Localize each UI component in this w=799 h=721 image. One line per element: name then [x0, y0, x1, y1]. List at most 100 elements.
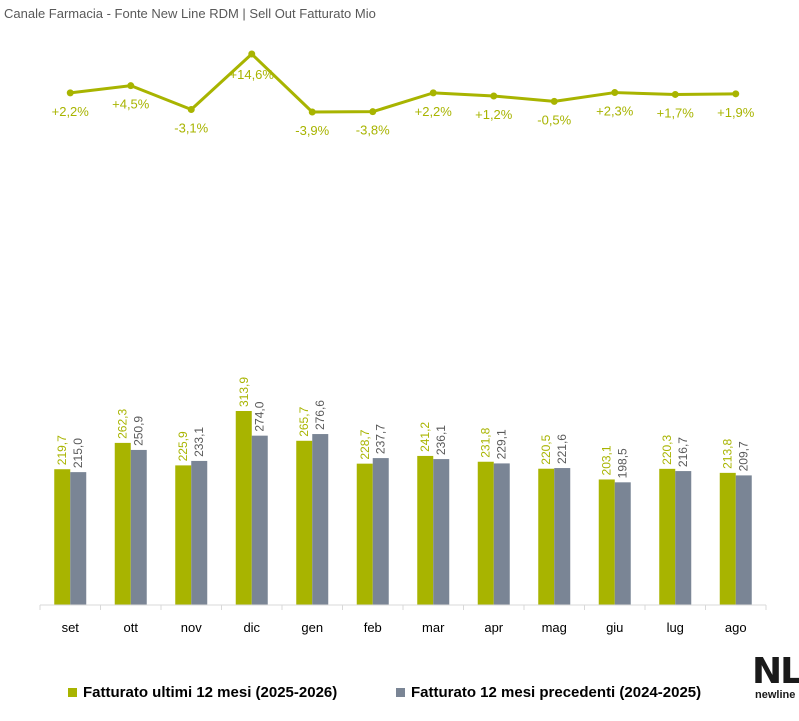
bar-current — [598, 479, 615, 605]
growth-point — [187, 105, 195, 113]
x-tick-label: nov — [181, 620, 202, 635]
growth-line-layer: +2,2% +4,5% -3,1% +14,6% -3,9% -3,8% +2,2% +1,2… — [52, 50, 755, 138]
growth-point — [369, 108, 377, 116]
data-label-current: 220,5 — [539, 434, 553, 464]
growth-label: -3,1% — [174, 120, 208, 135]
bar-previous — [554, 468, 571, 605]
growth-label: +2,2% — [52, 104, 90, 119]
bar-current — [235, 411, 252, 605]
data-label-previous: 209,7 — [737, 441, 751, 471]
growth-label: +2,2% — [415, 104, 453, 119]
x-tick-label: giu — [606, 620, 623, 635]
bar-current — [719, 472, 736, 605]
growth-point — [429, 89, 437, 97]
data-label-previous: 236,1 — [434, 425, 448, 455]
growth-point — [308, 108, 316, 116]
growth-label: +2,3% — [596, 104, 634, 119]
data-label-previous: 274,0 — [253, 401, 267, 431]
data-label-previous: 198,5 — [616, 448, 630, 478]
x-tick-label: ott — [124, 620, 139, 635]
bar-current — [54, 469, 71, 605]
growth-label: -3,8% — [356, 123, 390, 138]
bar-current — [296, 440, 313, 605]
data-label-current: 262,3 — [116, 409, 130, 439]
bar-previous — [614, 482, 631, 605]
data-label-current: 219,7 — [55, 435, 69, 465]
legend: Fatturato ultimi 12 mesi (2025-2026) Fat… — [0, 684, 799, 708]
x-tick-label: dic — [243, 620, 260, 635]
growth-point — [550, 97, 558, 105]
data-label-current: 203,1 — [600, 445, 614, 475]
growth-point — [732, 90, 740, 98]
x-tick-label: mar — [422, 620, 445, 635]
chart: +2,2% +4,5% -3,1% +14,6% -3,9% -3,8% +2,2% +1,2… — [39, 50, 767, 635]
logo-text: newline — [755, 689, 796, 701]
growth-label: +1,7% — [657, 105, 695, 120]
bar-previous — [493, 463, 510, 605]
growth-label: +14,6% — [230, 67, 275, 82]
bar-current — [175, 465, 192, 605]
newline-logo: NL newline — [752, 651, 799, 703]
growth-label: +1,2% — [475, 107, 513, 122]
bar-layer: 219,7 262,3 225,9 313,9 265,7 228,7 241,2 231,8… — [54, 377, 752, 605]
bar-current — [538, 468, 555, 605]
legend-item-previous: Fatturato 12 mesi precedenti (2024-2025) — [396, 684, 701, 701]
bar-previous — [675, 471, 692, 605]
growth-label: -3,9% — [295, 123, 329, 138]
bar-current — [659, 468, 676, 605]
data-label-current: 228,7 — [358, 429, 372, 459]
legend-label-current: Fatturato ultimi 12 mesi (2025-2026) — [83, 684, 338, 701]
data-label-current: 225,9 — [176, 431, 190, 461]
bar-previous — [735, 475, 752, 605]
legend-item-current: Fatturato ultimi 12 mesi (2025-2026) — [68, 684, 337, 701]
bar-previous — [251, 435, 268, 605]
x-tick-label: ago — [725, 620, 747, 635]
bar-current — [477, 461, 494, 605]
bar-previous — [312, 434, 329, 605]
chart-title: Canale Farmacia - Fonte New Line RDM | S… — [4, 6, 376, 21]
data-label-previous: 237,7 — [374, 424, 388, 454]
bar-previous — [433, 459, 450, 605]
data-label-previous: 233,1 — [192, 427, 206, 457]
legend-swatch-current — [68, 688, 77, 697]
growth-point — [611, 89, 619, 97]
data-label-previous: 215,0 — [71, 438, 85, 468]
growth-point — [66, 89, 74, 97]
data-label-previous: 276,6 — [313, 400, 327, 430]
x-tick-label: apr — [484, 620, 503, 635]
x-tick-label: set — [62, 620, 80, 635]
logo-mark: NL — [752, 651, 799, 692]
x-tick-label: feb — [364, 620, 382, 635]
data-label-current: 241,2 — [418, 422, 432, 452]
bar-previous — [130, 449, 147, 605]
growth-line — [70, 52, 736, 114]
data-label-current: 313,9 — [237, 377, 251, 407]
growth-point — [127, 82, 135, 90]
data-label-previous: 250,9 — [132, 416, 146, 446]
legend-swatch-previous — [396, 688, 405, 697]
growth-label: +4,5% — [112, 97, 150, 112]
growth-label: +1,9% — [717, 105, 755, 120]
data-label-current: 213,8 — [721, 439, 735, 469]
x-tick-label: gen — [301, 620, 323, 635]
growth-label: -0,5% — [537, 112, 571, 127]
growth-point — [248, 50, 256, 58]
data-label-current: 231,8 — [479, 427, 493, 457]
bar-current — [356, 463, 373, 605]
data-label-previous: 229,1 — [495, 429, 509, 459]
bar-current — [417, 455, 434, 605]
x-axis-ticks: set ott nov dic gen feb mar apr mag giu lug ago — [39, 605, 767, 635]
growth-point — [490, 92, 498, 100]
x-tick-label: mag — [542, 620, 567, 635]
growth-point — [671, 90, 679, 98]
bar-previous — [70, 472, 87, 605]
data-label-current: 265,7 — [297, 406, 311, 436]
legend-label-previous: Fatturato 12 mesi precedenti (2024-2025) — [411, 684, 702, 701]
data-label-previous: 216,7 — [676, 437, 690, 467]
data-label-current: 220,3 — [660, 434, 674, 464]
x-tick-label: lug — [667, 620, 684, 635]
bar-previous — [372, 458, 389, 605]
bar-current — [114, 442, 131, 605]
data-label-previous: 221,6 — [555, 434, 569, 464]
bar-previous — [191, 460, 208, 605]
